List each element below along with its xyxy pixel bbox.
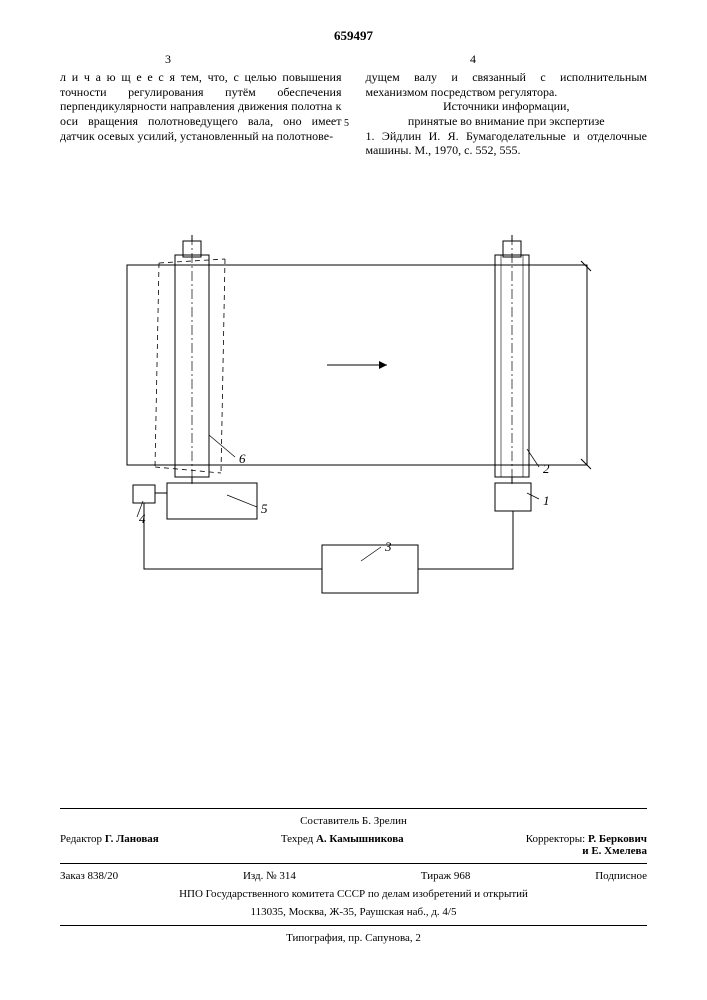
imprint-block: Составитель Б. Зрелин Редактор Г. Ланова… — [60, 804, 647, 948]
rule — [60, 925, 647, 926]
correctors: Корректоры: Р. Беркович и Е. Хмелева — [526, 833, 647, 857]
reference-1: 1. Эйдлин И. Я. Бумагоделательные и отде… — [366, 129, 648, 158]
editor: Редактор Г. Лановая — [60, 833, 159, 857]
right-column: дущем валу и связанный с исполнительным … — [366, 70, 648, 158]
edition-no: Изд. № 314 — [243, 870, 296, 884]
rule — [60, 808, 647, 809]
column-number-left: 3 — [165, 52, 171, 67]
print-row: Заказ 838/20 Изд. № 314 Тираж 968 Подпис… — [60, 868, 647, 886]
left-column: л и ч а ю щ е е с я тем, что, с целью по… — [60, 70, 342, 158]
organisation: НПО Государственного комитета СССР по де… — [60, 886, 647, 904]
body-text: л и ч а ю щ е е с я тем, что, с целью по… — [60, 70, 647, 158]
svg-text:4: 4 — [139, 511, 146, 526]
credits-row: Редактор Г. Лановая Техред А. Камышников… — [60, 831, 647, 859]
address: 113035, Москва, Ж-35, Раушская наб., д. … — [60, 904, 647, 922]
svg-text:1: 1 — [543, 493, 550, 508]
print-run: Тираж 968 — [421, 870, 471, 884]
svg-text:5: 5 — [261, 501, 268, 516]
right-col-p1: дущем валу и связанный с исполнительным … — [366, 70, 648, 99]
svg-text:3: 3 — [384, 539, 392, 554]
document-number: 659497 — [0, 28, 707, 44]
compiler-line: Составитель Б. Зрелин — [60, 813, 647, 831]
svg-text:2: 2 — [543, 461, 550, 476]
order-no: Заказ 838/20 — [60, 870, 118, 884]
tech-editor: Техред А. Камышникова — [281, 833, 404, 857]
typography: Типография, пр. Сапунова, 2 — [60, 930, 647, 948]
subscription: Подписное — [595, 870, 647, 884]
column-number-right: 4 — [470, 52, 476, 67]
figure-diagram: 6 5 4 3 2 1 — [97, 235, 607, 635]
sources-heading: Источники информации, принятые во вниман… — [366, 99, 648, 128]
svg-text:6: 6 — [239, 451, 246, 466]
rule — [60, 863, 647, 864]
